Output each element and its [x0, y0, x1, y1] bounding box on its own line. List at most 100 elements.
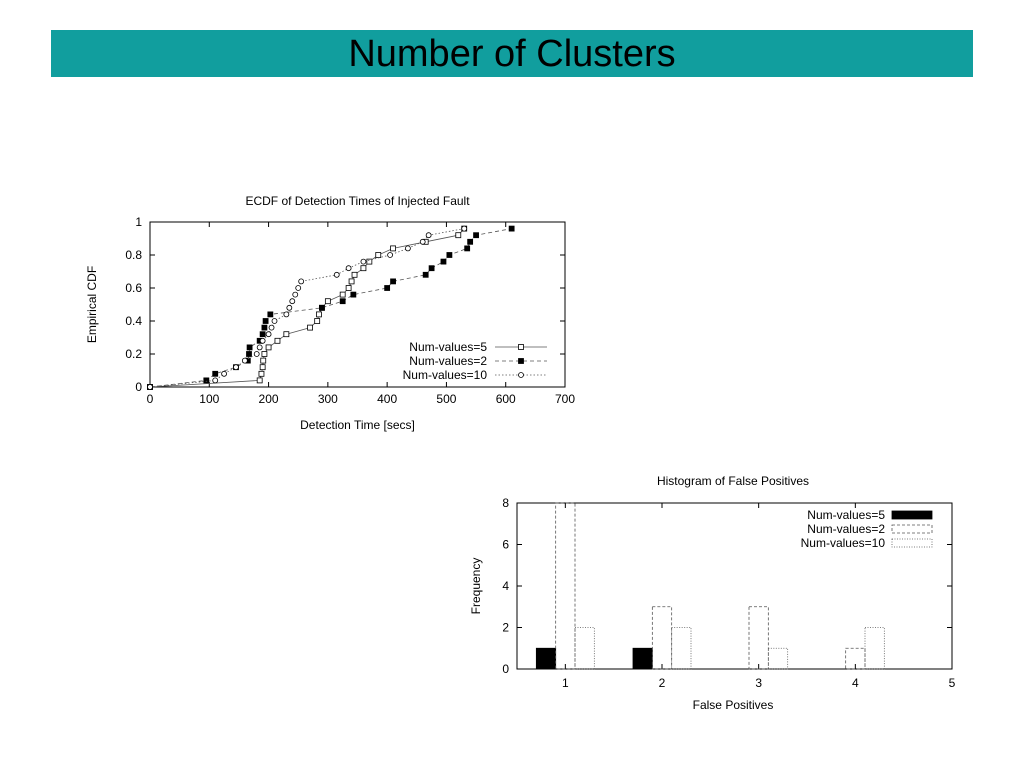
ecdf-data-point — [286, 304, 293, 311]
histogram-legend-label: Num-values=5 — [807, 508, 885, 522]
ecdf-y-tick-label: 0 — [135, 380, 142, 394]
histogram-legend-label: Num-values=10 — [801, 536, 886, 550]
histogram-bar — [748, 606, 769, 670]
histogram-title: Histogram of False Positives — [657, 474, 809, 488]
ecdf-data-point — [425, 232, 432, 239]
histogram-y-tick-label: 4 — [502, 579, 509, 593]
ecdf-data-point — [316, 311, 322, 318]
ecdf-data-point — [375, 252, 382, 258]
ecdf-data-point — [259, 364, 266, 371]
histogram-legend-label: Num-values=2 — [807, 522, 885, 536]
histogram-x-tick-label: 2 — [659, 676, 666, 690]
ecdf-data-point — [241, 357, 248, 364]
ecdf-x-tick-label: 500 — [436, 392, 456, 406]
ecdf-data-point — [428, 265, 435, 272]
ecdf-data-point — [259, 331, 266, 338]
histogram-x-tick-label: 4 — [852, 676, 859, 690]
histogram-y-tick-label: 6 — [502, 538, 509, 552]
ecdf-data-point — [350, 291, 357, 298]
ecdf-data-point — [212, 377, 219, 384]
ecdf-series-2 — [147, 225, 468, 390]
ecdf-legend-marker — [518, 358, 524, 364]
histogram-x-tick-label: 3 — [755, 676, 762, 690]
ecdf-data-point — [384, 285, 391, 291]
histogram-bar — [767, 647, 789, 670]
ecdf-x-tick-label: 200 — [259, 392, 279, 406]
ecdf-data-point — [212, 370, 219, 377]
ecdf-data-point — [345, 265, 352, 272]
ecdf-data-point — [147, 384, 153, 390]
ecdf-data-point — [467, 238, 474, 245]
histogram-x-axis-label: False Positives — [693, 698, 774, 712]
ecdf-data-point — [348, 278, 355, 285]
ecdf-data-point — [260, 357, 267, 364]
histogram-chart: Histogram of False Positives 1 2 3 4 5 0 2 4 6 8 Fa… — [469, 474, 956, 712]
ecdf-legend-marker — [518, 344, 524, 350]
ecdf-data-point — [440, 258, 447, 265]
ecdf-data-point — [319, 304, 325, 311]
ecdf-data-point — [461, 225, 468, 232]
ecdf-data-point — [262, 318, 269, 324]
ecdf-y-tick-label: 0.2 — [125, 347, 142, 361]
ecdf-data-point — [292, 291, 299, 298]
ecdf-y-tick-label: 0.8 — [125, 248, 142, 262]
ecdf-data-point — [404, 245, 411, 252]
ecdf-data-point — [339, 298, 346, 305]
ecdf-data-point — [360, 265, 367, 272]
ecdf-data-point — [268, 324, 275, 331]
ecdf-data-point — [246, 351, 252, 357]
ecdf-data-point — [295, 285, 302, 291]
histogram-bar — [671, 627, 692, 670]
ecdf-data-point — [455, 232, 462, 239]
ecdf-x-tick-label: 400 — [377, 392, 397, 406]
slide-title: Number of Clusters — [348, 32, 676, 75]
slide-title-bar: Number of Clusters — [51, 30, 973, 77]
histogram-y-tick-label: 2 — [502, 621, 509, 635]
ecdf-data-point — [233, 364, 239, 371]
histogram-legend-swatch — [891, 510, 933, 520]
ecdf-data-point — [298, 278, 305, 285]
histogram-y-tick-label: 0 — [502, 662, 509, 676]
histogram-bar — [535, 647, 557, 670]
ecdf-chart: ECDF of Detection Times of Injected Faul… — [85, 194, 575, 432]
ecdf-legend-marker — [518, 372, 524, 378]
ecdf-data-point — [324, 298, 331, 305]
ecdf-title: ECDF of Detection Times of Injected Faul… — [245, 194, 470, 208]
ecdf-data-point — [261, 324, 268, 331]
ecdf-data-point — [261, 351, 268, 357]
histogram-y-tick-label: 8 — [502, 496, 509, 510]
ecdf-data-point — [419, 238, 426, 245]
ecdf-data-point — [345, 285, 352, 291]
ecdf-x-axis-label: Detection Time [secs] — [300, 418, 415, 432]
ecdf-data-point — [390, 245, 396, 252]
ecdf-legend-label: Num-values=5 — [409, 340, 487, 354]
ecdf-x-tick-label: 100 — [199, 392, 219, 406]
ecdf-data-point — [473, 232, 479, 239]
ecdf-legend-label: Num-values=10 — [403, 368, 488, 382]
histogram-legend-swatch — [891, 524, 933, 534]
ecdf-data-point — [307, 324, 313, 331]
ecdf-data-point — [387, 252, 394, 258]
ecdf-plot-frame — [149, 221, 566, 388]
ecdf-y-tick-label: 0.6 — [125, 281, 142, 295]
histogram-series-1 — [555, 502, 866, 670]
histogram-bar — [632, 647, 653, 670]
ecdf-data-point — [265, 331, 272, 338]
histogram-bar — [864, 627, 885, 670]
ecdf-y-tick-label: 0.4 — [125, 314, 142, 328]
ecdf-data-point — [265, 344, 272, 351]
ecdf-x-tick-label: 0 — [147, 392, 154, 406]
ecdf-data-point — [203, 377, 210, 384]
ecdf-x-tick-label: 600 — [496, 392, 516, 406]
ecdf-data-point — [360, 258, 367, 265]
histogram-y-axis-label: Frequency — [469, 558, 483, 615]
ecdf-data-point — [366, 258, 373, 265]
ecdf-data-point — [390, 278, 396, 285]
ecdf-data-point — [267, 311, 274, 318]
ecdf-data-point — [259, 337, 266, 344]
ecdf-data-point — [221, 370, 228, 377]
ecdf-data-point — [246, 344, 253, 351]
ecdf-data-point — [283, 331, 290, 338]
ecdf-data-point — [271, 318, 278, 324]
ecdf-data-point — [422, 271, 429, 278]
